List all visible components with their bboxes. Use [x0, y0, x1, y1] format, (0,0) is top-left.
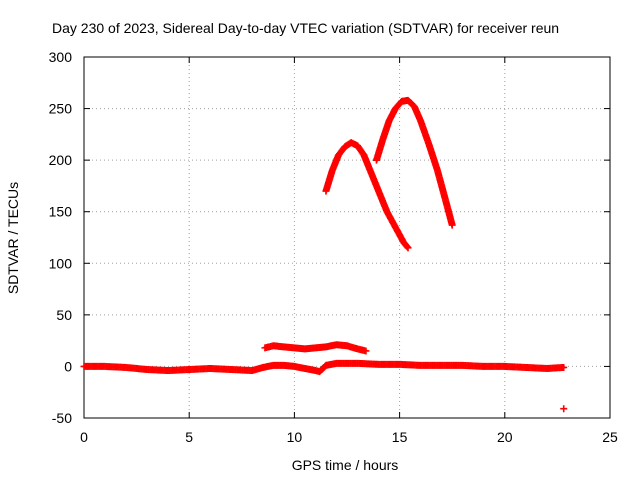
y-tick-label: 250 [49, 101, 73, 117]
arc-2-point [448, 221, 456, 229]
data-marks [80, 96, 568, 413]
x-tick-label: 25 [602, 429, 618, 445]
y-tick-label: 0 [64, 358, 72, 374]
arc-1-point [404, 244, 412, 252]
baseline-point [560, 363, 568, 371]
x-axis-label: GPS time / hours [292, 457, 399, 473]
y-tick-label: 100 [49, 255, 73, 271]
arc-1-point [403, 243, 411, 251]
y-tick-label: 300 [49, 49, 73, 65]
x-tick-label: 20 [497, 429, 513, 445]
plot-frame [83, 56, 611, 419]
y-axis-label: SDTVAR / TECUs [5, 182, 21, 294]
x-tick-label: 10 [287, 429, 303, 445]
y-tick-label: 50 [56, 307, 72, 323]
upper-band-point [362, 347, 370, 355]
x-tick-label: 5 [185, 429, 193, 445]
y-tick-label: 200 [49, 152, 73, 168]
axis-ticks: 0 5 10 15 20 25 -50 0 50 100 150 200 250 300 [49, 49, 618, 445]
x-tick-label: 0 [80, 429, 88, 445]
y-tick-label: 150 [49, 204, 73, 220]
outlier-point [560, 405, 568, 413]
y-tick-label: -50 [52, 410, 72, 426]
x-tick-label: 15 [392, 429, 408, 445]
chart-title: Day 230 of 2023, Sidereal Day-to-day VTE… [52, 20, 559, 36]
